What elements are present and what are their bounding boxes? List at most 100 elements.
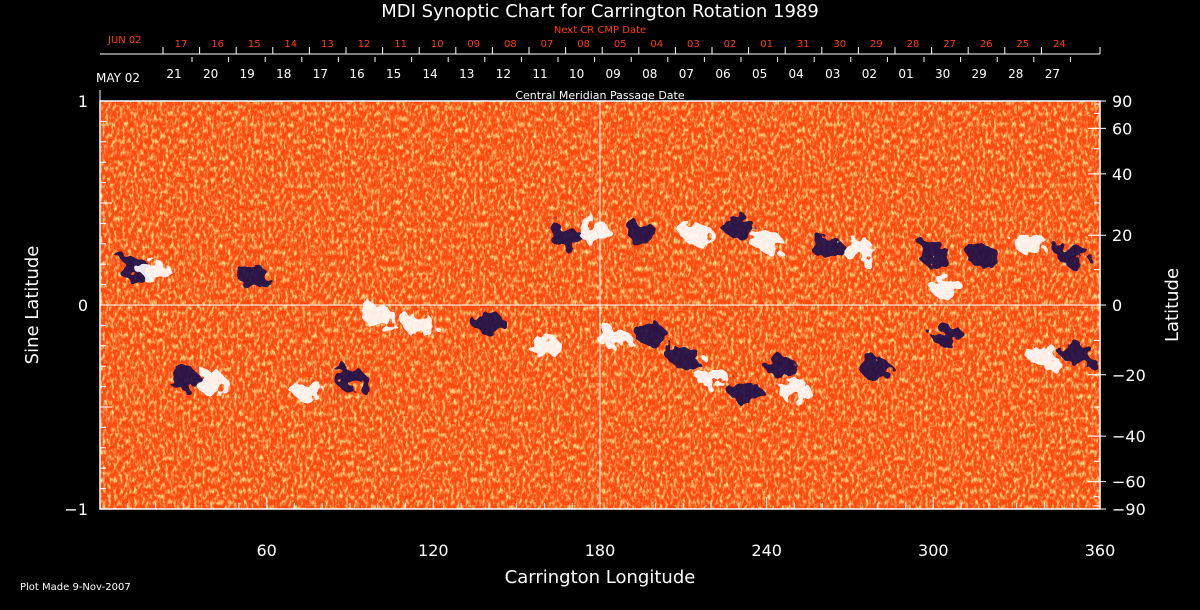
next-tick-label: 12 xyxy=(358,39,371,50)
active-region-12 xyxy=(681,222,714,245)
y-axis: −1 0 1 xyxy=(64,92,112,519)
active-region-11 xyxy=(625,222,658,245)
cmp-tick-label: 14 xyxy=(423,67,438,81)
next-tick-label: 15 xyxy=(248,39,261,50)
active-region-19 xyxy=(728,379,761,402)
active-region-28 xyxy=(1056,243,1089,265)
x-axis-title: Carrington Longitude xyxy=(505,567,696,588)
active-region-31 xyxy=(931,324,964,347)
active-region-4 xyxy=(167,367,200,390)
active-region-33 xyxy=(528,334,561,357)
active-region-16 xyxy=(634,322,666,345)
next-tick-label: 31 xyxy=(797,39,810,50)
active-region-24 xyxy=(917,243,950,265)
next-tick-label: 04 xyxy=(650,39,663,50)
active-region-34 xyxy=(361,304,394,327)
cmp-tick-label: 21 xyxy=(166,67,181,81)
lat-tick-label: 20 xyxy=(1112,226,1132,245)
y-tick-label: 0 xyxy=(78,296,88,315)
active-region-9 xyxy=(550,226,583,249)
next-tick-label: 28 xyxy=(907,39,920,50)
next-cmp-start: JUN 02 xyxy=(107,35,142,46)
cmp-tick-label: 10 xyxy=(569,67,584,81)
cmp-tick-label: 16 xyxy=(349,67,364,81)
active-region-23 xyxy=(842,238,875,261)
cmp-tick-label: 12 xyxy=(496,67,511,81)
cmp-tick-label: 27 xyxy=(1045,67,1060,81)
active-region-13 xyxy=(722,216,755,239)
latitude-axis-title: Latitude xyxy=(1162,268,1183,342)
active-region-14 xyxy=(750,230,783,253)
active-region-25 xyxy=(931,277,964,300)
lat-tick-label: 0 xyxy=(1112,296,1122,315)
active-region-5 xyxy=(292,379,325,402)
cmp-tick-label: 19 xyxy=(240,67,255,81)
next-tick-label: 27 xyxy=(943,39,956,50)
x-tick-label-180: 180 xyxy=(585,541,616,560)
active-region-30 xyxy=(1061,342,1094,365)
next-tick-label: 08 xyxy=(504,39,517,50)
y-tick-label: 1 xyxy=(78,92,88,111)
x-tick-label-120: 120 xyxy=(418,541,449,560)
active-region-32 xyxy=(861,359,894,382)
next-tick-label: 17 xyxy=(175,39,188,50)
active-region-22 xyxy=(811,236,844,259)
active-region-18 xyxy=(695,365,728,388)
active-region-2 xyxy=(236,265,269,288)
cmp-tick-label: 07 xyxy=(679,67,694,81)
plot-made-note: Plot Made 9-Nov-2007 xyxy=(20,582,131,593)
lat-tick-label: 60 xyxy=(1112,119,1132,138)
active-region-17 xyxy=(667,345,700,367)
active-region-26 xyxy=(967,245,1000,268)
lat-tick-label: 90 xyxy=(1112,92,1132,111)
active-region-20 xyxy=(764,355,797,378)
cmp-tick-label: 17 xyxy=(313,67,328,81)
next-cmp-label: Next CR CMP Date xyxy=(554,25,646,36)
cmp-tick-label: 06 xyxy=(715,67,730,81)
x-tick-label-300: 300 xyxy=(918,541,949,560)
next-tick-label: 07 xyxy=(541,39,554,50)
next-tick-label: 05 xyxy=(614,39,627,50)
y-tick-label: −1 xyxy=(64,500,88,519)
active-region-6 xyxy=(334,367,366,390)
lat-tick-label: −90 xyxy=(1112,500,1146,519)
lat-tick-label: −40 xyxy=(1112,427,1146,446)
cmp-start: MAY 02 xyxy=(96,71,140,85)
active-region-8 xyxy=(472,312,505,335)
next-tick-label: 25 xyxy=(1016,39,1029,50)
cmp-tick-label: 30 xyxy=(935,67,950,81)
lat-tick-label: −20 xyxy=(1112,366,1146,385)
x-tick-label-240: 240 xyxy=(751,541,782,560)
cmp-tick-label: 28 xyxy=(1008,67,1023,81)
cmp-tick-label: 02 xyxy=(862,67,877,81)
active-region-1 xyxy=(139,261,172,284)
cmp-tick-label: 11 xyxy=(532,67,547,81)
cmp-tick-label: 13 xyxy=(459,67,474,81)
cmp-tick-label: 09 xyxy=(606,67,621,81)
cmp-tick-label: 08 xyxy=(642,67,657,81)
next-cmp-ticks: 17 16 15 14 13 12 11 10 09 08 07 08 05 04 03 02 01 31 30 29… xyxy=(162,39,1101,54)
next-tick-label: 29 xyxy=(870,39,883,50)
active-region-3 xyxy=(195,371,228,394)
next-tick-label: 13 xyxy=(321,39,334,50)
next-tick-label: 16 xyxy=(211,39,224,50)
cmp-tick-label: 29 xyxy=(972,67,987,81)
next-tick-label: 10 xyxy=(431,39,444,50)
next-tick-label: 26 xyxy=(980,39,993,50)
active-region-10 xyxy=(578,220,611,243)
active-region-21 xyxy=(778,379,811,402)
cmp-tick-label: 01 xyxy=(898,67,913,81)
next-tick-label: 24 xyxy=(1053,39,1066,50)
next-tick-label: 11 xyxy=(394,39,407,50)
active-region-27 xyxy=(1014,232,1047,255)
next-tick-label: 02 xyxy=(724,39,737,50)
next-tick-label: 03 xyxy=(687,39,700,50)
lat-tick-label: 40 xyxy=(1112,165,1132,184)
cmp-tick-label: 20 xyxy=(203,67,218,81)
lat-tick-label: −60 xyxy=(1112,473,1146,492)
next-tick-label: 30 xyxy=(833,39,846,50)
active-region-29 xyxy=(1028,345,1061,367)
cmp-tick-label: 18 xyxy=(276,67,291,81)
chart-title: MDI Synoptic Chart for Carrington Rotati… xyxy=(381,1,819,22)
